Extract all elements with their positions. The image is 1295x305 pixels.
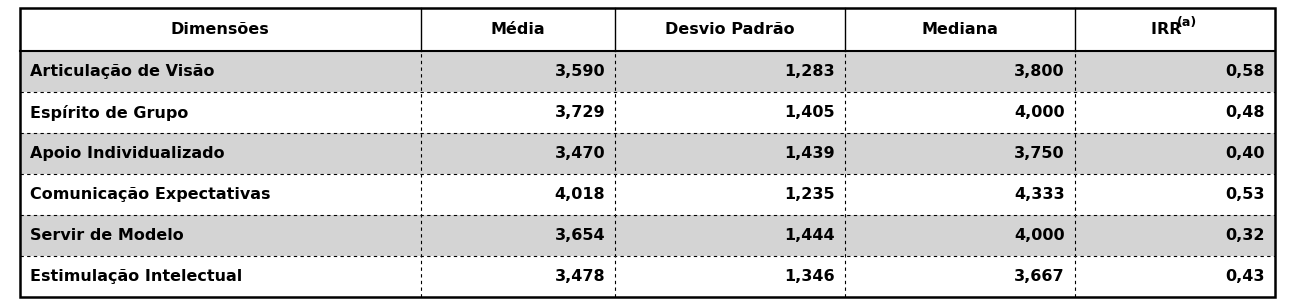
Text: 3,729: 3,729 (554, 105, 605, 120)
Text: 3,470: 3,470 (554, 146, 605, 161)
Text: 1,346: 1,346 (785, 269, 835, 284)
Text: 3,800: 3,800 (1014, 64, 1064, 79)
Bar (19, 215, 1276, 256)
Text: IRR: IRR (1151, 22, 1188, 37)
Bar (19, 92, 1276, 133)
Text: 4,000: 4,000 (1014, 105, 1064, 120)
Text: 0,48: 0,48 (1225, 105, 1265, 120)
Text: Média: Média (491, 22, 545, 37)
Text: Estimulação Intelectual: Estimulação Intelectual (30, 269, 242, 284)
Text: 0,58: 0,58 (1225, 64, 1265, 79)
Text: 0,43: 0,43 (1225, 269, 1265, 284)
Text: Espírito de Grupo: Espírito de Grupo (30, 105, 188, 121)
Text: 4,333: 4,333 (1014, 187, 1064, 202)
Text: 0,32: 0,32 (1225, 228, 1265, 243)
Bar (19, 51, 1276, 92)
Text: 3,590: 3,590 (554, 64, 605, 79)
Text: Servir de Modelo: Servir de Modelo (30, 228, 184, 243)
Text: 3,750: 3,750 (1014, 146, 1064, 161)
Text: Dimensões: Dimensões (171, 22, 269, 37)
Text: 3,667: 3,667 (1014, 269, 1064, 284)
Bar (19, 8, 1276, 51)
Bar (19, 133, 1276, 174)
Text: 0,53: 0,53 (1225, 187, 1265, 202)
Text: 3,478: 3,478 (554, 269, 605, 284)
Text: (a): (a) (1177, 16, 1197, 29)
Text: 1,439: 1,439 (785, 146, 835, 161)
Text: 0,40: 0,40 (1225, 146, 1265, 161)
Text: 1,444: 1,444 (785, 228, 835, 243)
Bar (19, 256, 1276, 297)
Text: 1,283: 1,283 (785, 64, 835, 79)
Text: 4,018: 4,018 (554, 187, 605, 202)
Text: 3,654: 3,654 (554, 228, 605, 243)
Text: 1,235: 1,235 (785, 187, 835, 202)
Bar (19, 174, 1276, 215)
Text: 4,000: 4,000 (1014, 228, 1064, 243)
Text: Comunicação Expectativas: Comunicação Expectativas (30, 187, 271, 202)
Text: Desvio Padrão: Desvio Padrão (666, 22, 795, 37)
Text: 1,405: 1,405 (785, 105, 835, 120)
Text: Mediana: Mediana (921, 22, 998, 37)
Text: Articulação de Visão: Articulação de Visão (30, 64, 215, 79)
Text: Apoio Individualizado: Apoio Individualizado (30, 146, 224, 161)
